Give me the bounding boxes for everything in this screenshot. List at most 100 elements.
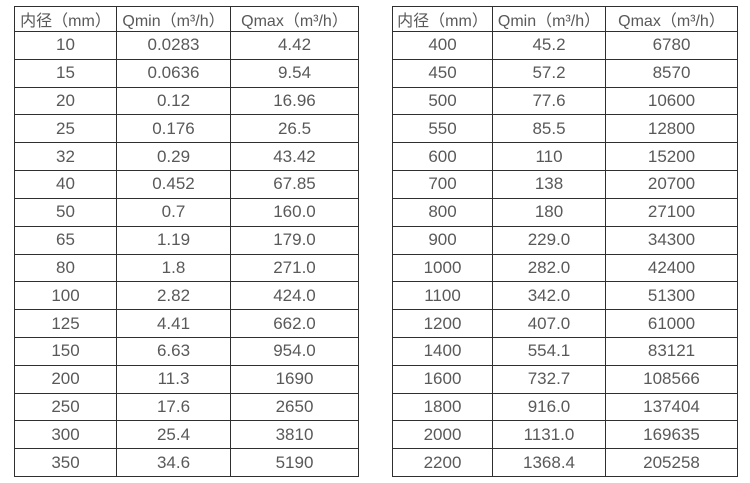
- table-cell: 25: [14, 114, 117, 144]
- table-cell: 1600: [392, 364, 493, 394]
- table-cell: 1.19: [116, 225, 231, 255]
- table-cell: 179.0: [230, 225, 359, 255]
- table-cell: 1.8: [116, 253, 231, 283]
- table-cell: 125: [14, 309, 117, 338]
- table-row: 32 0.29 43.42: [14, 142, 359, 172]
- table-cell: 600: [392, 142, 493, 172]
- table-cell: 25.4: [116, 420, 231, 450]
- table-row: 80 1.8 271.0: [14, 253, 359, 283]
- table-cell: 1200: [392, 309, 493, 338]
- column-header: Qmin（m³/h）: [492, 6, 606, 32]
- table-cell: 43.42: [230, 142, 359, 172]
- table-cell: 50: [14, 197, 117, 227]
- table-row: 900 229.0 34300: [392, 225, 738, 255]
- table-cell: 2.82: [116, 281, 231, 311]
- table-cell: 20: [14, 86, 117, 116]
- table-cell: 16.96: [230, 86, 359, 116]
- table-cell: 916.0: [492, 392, 606, 422]
- table-row: 1600 732.7 108566: [392, 364, 738, 394]
- table-row: 250 17.6 2650: [14, 392, 359, 422]
- table-cell: 700: [392, 170, 493, 199]
- table-cell: 108566: [605, 364, 738, 394]
- table-row: 1800 916.0 137404: [392, 392, 738, 422]
- table-row: 1000 282.0 42400: [392, 253, 738, 283]
- table-cell: 10600: [605, 86, 738, 116]
- table-cell: 732.7: [492, 364, 606, 394]
- table-cell: 350: [14, 448, 117, 477]
- table-cell: 271.0: [230, 253, 359, 283]
- table-row: 1200 407.0 61000: [392, 309, 738, 338]
- table-cell: 27100: [605, 197, 738, 227]
- table-cell: 20700: [605, 170, 738, 199]
- table-cell: 205258: [605, 448, 738, 477]
- table-cell: 424.0: [230, 281, 359, 311]
- table-cell: 0.0283: [116, 31, 231, 60]
- table-cell: 12800: [605, 114, 738, 144]
- table-cell: 550: [392, 114, 493, 144]
- table-cell: 0.452: [116, 170, 231, 199]
- table-cell: 32: [14, 142, 117, 172]
- table-cell: 80: [14, 253, 117, 283]
- table-cell: 1400: [392, 336, 493, 366]
- table-cell: 137404: [605, 392, 738, 422]
- table-cell: 9.54: [230, 58, 359, 88]
- table-cell: 300: [14, 420, 117, 450]
- table-cell: 900: [392, 225, 493, 255]
- table-cell: 400: [392, 31, 493, 60]
- table-cell: 0.12: [116, 86, 231, 116]
- table-cell: 15: [14, 58, 117, 88]
- table-cell: 138: [492, 170, 606, 199]
- table-cell: 800: [392, 197, 493, 227]
- table-cell: 407.0: [492, 309, 606, 338]
- table-cell: 0.29: [116, 142, 231, 172]
- table-row: 100 2.82 424.0: [14, 281, 359, 311]
- table-cell: 150: [14, 336, 117, 366]
- flow-range-table-small-diameters: 内径（mm） Qmin（m³/h） Qmax（m³/h） 10 0.0283 4.42 1…: [14, 6, 359, 477]
- table-row: 500 77.6 10600: [392, 86, 738, 116]
- table-cell: 83121: [605, 336, 738, 366]
- table-cell: 3810: [230, 420, 359, 450]
- table-row: 20 0.12 16.96: [14, 86, 359, 116]
- table-cell: 34300: [605, 225, 738, 255]
- table-cell: 200: [14, 364, 117, 394]
- table-cell: 180: [492, 197, 606, 227]
- table-cell: 169635: [605, 420, 738, 450]
- table-cell: 8570: [605, 58, 738, 88]
- table-row: 800 180 27100: [392, 197, 738, 227]
- flow-range-table-large-diameters: 内径（mm） Qmin（m³/h） Qmax（m³/h） 400 45.2 6780 45…: [392, 6, 738, 477]
- table-row: 125 4.41 662.0: [14, 309, 359, 338]
- table-cell: 6.63: [116, 336, 231, 366]
- table-cell: 250: [14, 392, 117, 422]
- table-row: 600 110 15200: [392, 142, 738, 172]
- table-row: 50 0.7 160.0: [14, 197, 359, 227]
- table-cell: 17.6: [116, 392, 231, 422]
- table-row: 25 0.176 26.5: [14, 114, 359, 144]
- table-cell: 2200: [392, 448, 493, 477]
- table-cell: 85.5: [492, 114, 606, 144]
- table-cell: 42400: [605, 253, 738, 283]
- table-row: 1400 554.1 83121: [392, 336, 738, 366]
- table-cell: 11.3: [116, 364, 231, 394]
- table-row: 550 85.5 12800: [392, 114, 738, 144]
- column-header: 内径（mm）: [392, 6, 493, 32]
- column-header: 内径（mm）: [14, 6, 117, 32]
- table-cell: 229.0: [492, 225, 606, 255]
- table-row: 200 11.3 1690: [14, 364, 359, 394]
- table-cell: 40: [14, 170, 117, 199]
- table-cell: 4.41: [116, 309, 231, 338]
- table-cell: 554.1: [492, 336, 606, 366]
- table-cell: 2650: [230, 392, 359, 422]
- table-cell: 342.0: [492, 281, 606, 311]
- table-cell: 57.2: [492, 58, 606, 88]
- table-cell: 15200: [605, 142, 738, 172]
- table-row: 15 0.0636 9.54: [14, 58, 359, 88]
- header-row: 内径（mm） Qmin（m³/h） Qmax（m³/h）: [14, 6, 359, 32]
- table-cell: 500: [392, 86, 493, 116]
- table-cell: 1100: [392, 281, 493, 311]
- table-row: 2200 1368.4 205258: [392, 448, 738, 477]
- table-cell: 662.0: [230, 309, 359, 338]
- table-cell: 100: [14, 281, 117, 311]
- table-cell: 77.6: [492, 86, 606, 116]
- table-cell: 160.0: [230, 197, 359, 227]
- table-cell: 26.5: [230, 114, 359, 144]
